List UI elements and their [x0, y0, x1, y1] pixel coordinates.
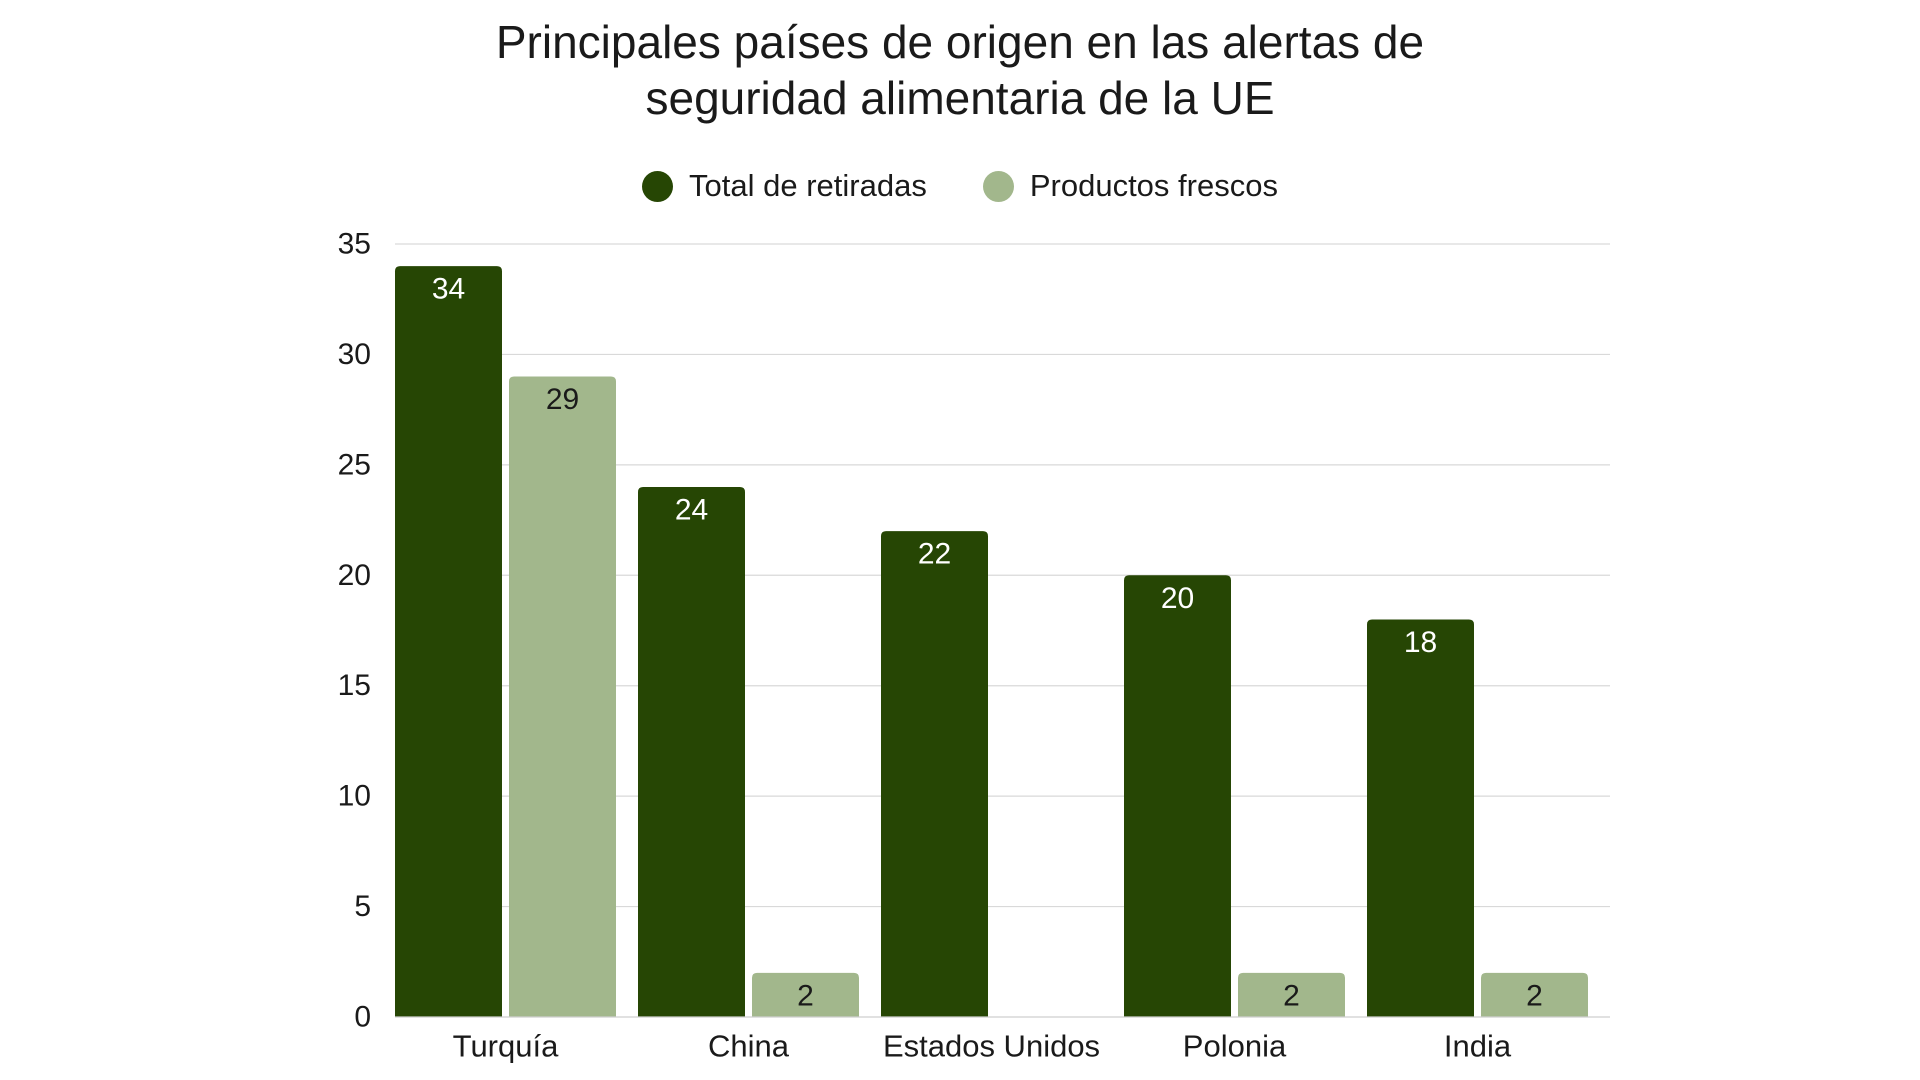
bar-fresh — [1481, 972, 1588, 1017]
x-tick-label: China — [708, 1029, 790, 1064]
bar-fresh — [752, 972, 859, 1017]
y-tick-label: 15 — [338, 669, 371, 702]
data-label: 2 — [797, 979, 814, 1012]
data-label: 34 — [432, 273, 465, 306]
legend-item-total: Total de retiradas — [642, 166, 927, 206]
bar-total — [1124, 575, 1231, 1017]
y-tick-label: 35 — [338, 228, 371, 261]
bar-total — [638, 486, 745, 1017]
x-tick-label: Turquía — [453, 1029, 559, 1064]
y-tick-label: 10 — [338, 780, 371, 813]
y-tick-label: 20 — [338, 559, 371, 592]
bar-total — [395, 266, 502, 1018]
legend-item-fresh: Productos frescos — [982, 166, 1278, 206]
legend-label-fresh: Productos frescos — [1029, 168, 1278, 203]
legend-swatch-fresh — [982, 170, 1014, 202]
data-label: 22 — [918, 538, 951, 571]
data-label: 20 — [1161, 582, 1194, 615]
chart-title-line-1: Principales países de origen en las aler… — [495, 16, 1425, 68]
bar-fresh — [1238, 972, 1345, 1017]
data-label: 24 — [675, 493, 708, 526]
x-tick-label: Estados Unidos — [883, 1029, 1100, 1064]
legend-swatch-total — [642, 170, 674, 202]
chart-title-line-2: seguridad alimentaria de la UE — [645, 72, 1275, 124]
bar-fresh — [509, 376, 616, 1017]
data-label: 29 — [546, 383, 579, 416]
data-label: 2 — [1526, 979, 1543, 1012]
data-label: 2 — [1283, 979, 1300, 1012]
legend-label-total: Total de retiradas — [689, 168, 927, 203]
y-tick-label: 5 — [354, 890, 371, 923]
y-tick-label: 0 — [354, 1001, 371, 1034]
data-label: 18 — [1404, 626, 1437, 659]
x-tick-label: Polonia — [1183, 1029, 1287, 1064]
bar-total — [881, 531, 988, 1017]
bar-total — [1367, 619, 1474, 1017]
chart-title: Principales países de origen en las aler… — [0, 14, 1920, 126]
legend: Total de retiradas Productos frescos — [0, 166, 1920, 206]
y-tick-label: 30 — [338, 338, 371, 371]
x-tick-label: India — [1444, 1029, 1512, 1064]
y-tick-label: 25 — [338, 448, 371, 481]
